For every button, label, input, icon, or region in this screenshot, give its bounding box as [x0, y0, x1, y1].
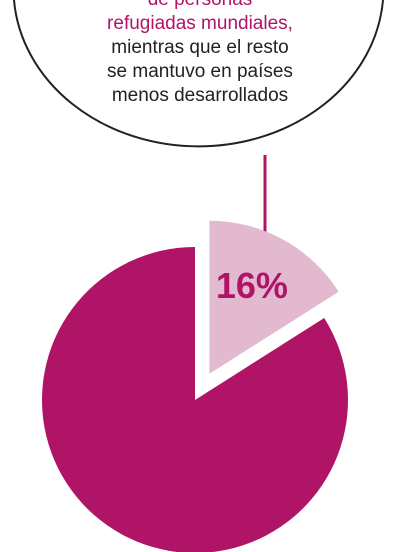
callout-line-4: se mantuvo en países — [107, 61, 293, 82]
pie-slice-1 — [42, 247, 348, 552]
callout-line-2: refugiadas mundiales, — [107, 13, 293, 34]
pie-slice-label-0: 16% — [216, 265, 288, 306]
callout-text: de personas refugiadas mundiales, mientr… — [40, 0, 360, 108]
callout-line-1: de personas — [40, 0, 360, 12]
callout-bubble — [13, 0, 384, 148]
pie-chart: 16% — [42, 220, 348, 552]
pie-slice-0 — [209, 220, 339, 374]
callout-line-3: mientras que el resto — [111, 37, 289, 58]
callout-line-5: menos desarrollados — [111, 85, 289, 106]
